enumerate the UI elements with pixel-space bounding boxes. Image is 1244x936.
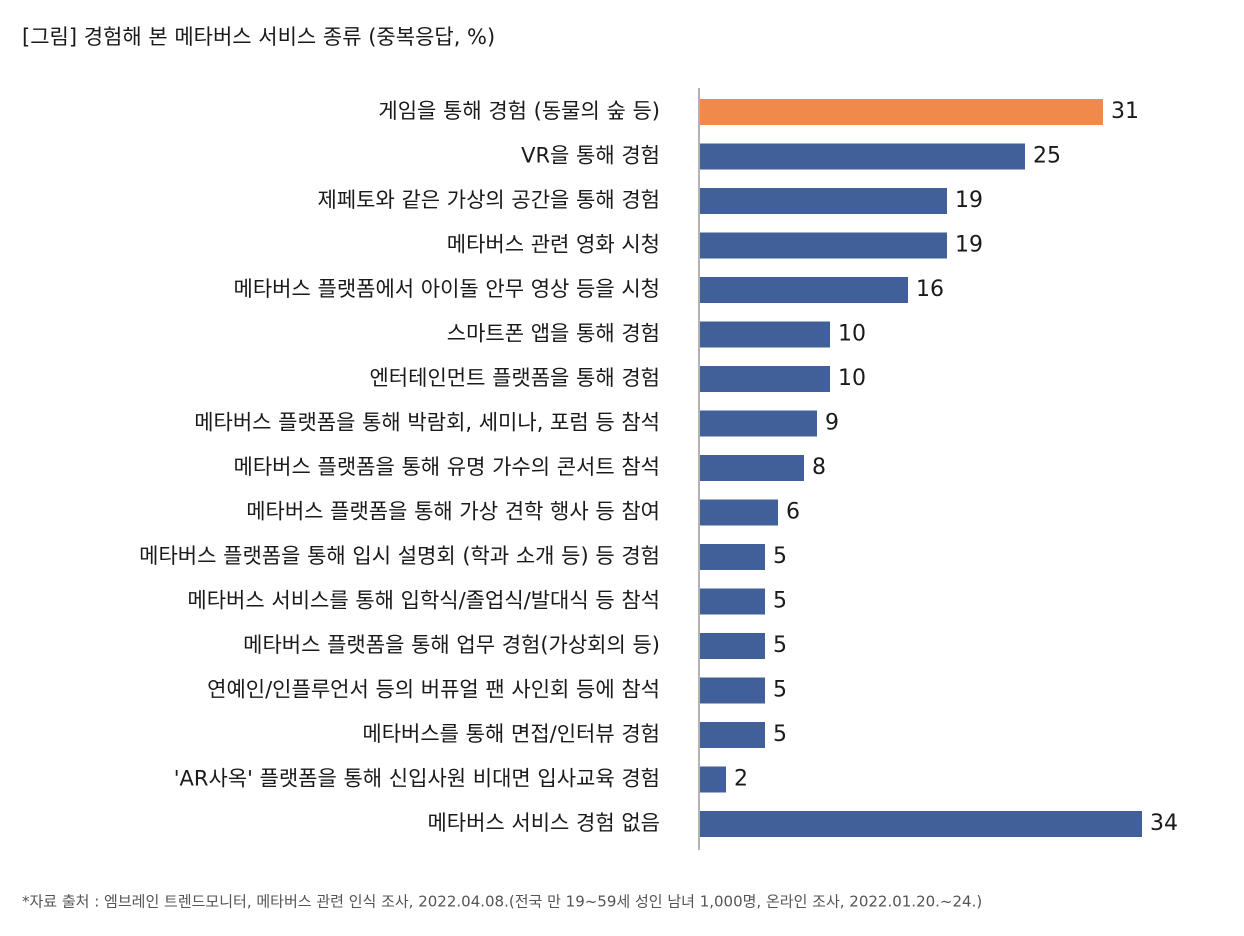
value-label: 19 [955,233,983,258]
value-label: 5 [773,544,787,569]
value-label: 34 [1150,811,1178,836]
category-label: 메타버스를 통해 면접/인터뷰 경험 [362,722,660,746]
category-label: 메타버스 플랫폼을 통해 입시 설명회 (학과 소개 등) 등 경험 [139,544,660,568]
category-label: VR을 통해 경험 [521,144,660,168]
value-label: 9 [825,411,839,436]
category-label: 메타버스 플랫폼에서 아이돌 안무 영상 등을 시청 [234,277,660,301]
bar [700,99,1103,125]
category-label: 게임을 통해 경험 (동물의 숲 등) [378,99,660,123]
value-label: 5 [773,589,787,614]
category-label: 스마트폰 앱을 통해 경험 [447,322,660,346]
bar [700,143,1025,170]
value-label: 6 [786,500,800,525]
category-label: 메타버스 관련 영화 시청 [447,233,660,257]
bar [700,188,947,214]
value-label: 16 [916,277,944,302]
category-label: 엔터테인먼트 플랫폼을 통해 경험 [369,366,660,390]
category-label: 메타버스 서비스를 통해 입학식/졸업식/발대식 등 참석 [187,589,660,613]
bar [700,321,830,348]
value-label: 2 [734,767,748,792]
value-label: 5 [773,722,787,747]
bar [700,588,765,615]
bar [700,677,765,704]
bar [700,499,778,526]
chart-title: [그림] 경험해 본 메타버스 서비스 종류 (중복응답, %) [22,25,495,49]
category-label: 제페토와 같은 가상의 공간을 통해 경험 [318,188,661,212]
category-label: 메타버스 서비스 경험 없음 [427,811,660,835]
value-label: 5 [773,678,787,703]
value-label: 19 [955,188,983,213]
bar [700,277,908,303]
value-label: 10 [838,366,866,391]
category-label: 연예인/인플루언서 등의 버퓨얼 팬 사인회 등에 참석 [207,678,660,702]
value-label: 8 [812,455,826,480]
bar [700,544,765,570]
value-label: 10 [838,322,866,347]
value-label: 5 [773,633,787,658]
bar [700,455,804,481]
value-label: 25 [1033,144,1061,169]
category-label: 메타버스 플랫폼을 통해 유명 가수의 콘서트 참석 [234,455,660,479]
category-label: 메타버스 플랫폼을 통해 박람회, 세미나, 포럼 등 참석 [194,411,660,435]
value-label: 31 [1111,99,1139,124]
bar [700,722,765,748]
bar [700,811,1142,837]
footnote: *자료 출처 : 엠브레인 트렌드모니터, 메타버스 관련 인식 조사, 202… [22,893,982,911]
category-label: 메타버스 플랫폼을 통해 업무 경험(가상회의 등) [243,633,660,657]
category-label: 메타버스 플랫폼을 통해 가상 견학 행사 등 참여 [246,500,660,524]
category-label: 'AR사옥' 플랫폼을 통해 신입사원 비대면 입사교육 경험 [174,767,660,791]
bar [700,410,817,437]
bar [700,633,765,659]
bar [700,232,947,259]
bar [700,366,830,392]
bar [700,766,726,793]
